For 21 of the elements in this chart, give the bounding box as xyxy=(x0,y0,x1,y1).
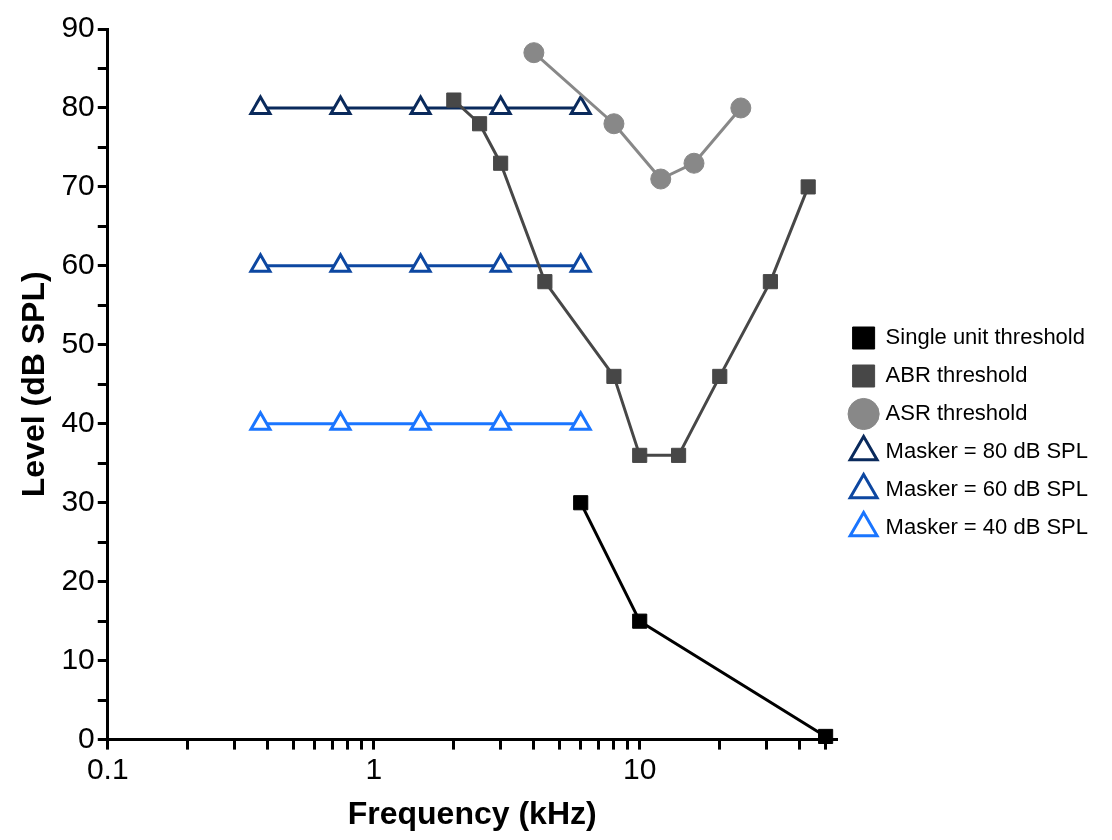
y-tick-label: 60 xyxy=(61,247,95,281)
legend-label: Masker = 60 dB SPL xyxy=(885,476,1089,502)
y-tick-label: 70 xyxy=(61,168,95,202)
y-tick-label: 40 xyxy=(61,405,95,439)
legend-label: Masker = 40 dB SPL xyxy=(885,514,1089,540)
legend-label: ASR threshold xyxy=(885,400,1028,426)
y-tick-label: 80 xyxy=(61,89,95,123)
y-tick-label: 50 xyxy=(61,326,95,360)
x-axis-title: Frequency (kHz) xyxy=(347,794,597,831)
legend-label: Single unit threshold xyxy=(885,324,1085,350)
y-tick-label: 30 xyxy=(61,484,95,517)
y-tick-label: 10 xyxy=(61,641,95,675)
y-tick-label: 20 xyxy=(61,562,95,596)
x-tick-label: 10 xyxy=(623,751,657,785)
x-tick-label: 0.1 xyxy=(86,751,129,785)
y-axis-title: Level (dB SPL) xyxy=(15,271,52,498)
x-tick-label: 1 xyxy=(365,751,383,785)
y-tick-label: 90 xyxy=(61,10,95,44)
legend-label: Masker = 80 dB SPL xyxy=(885,438,1089,464)
legend-label: ABR threshold xyxy=(885,362,1028,388)
y-tick-label: 0 xyxy=(78,720,95,754)
